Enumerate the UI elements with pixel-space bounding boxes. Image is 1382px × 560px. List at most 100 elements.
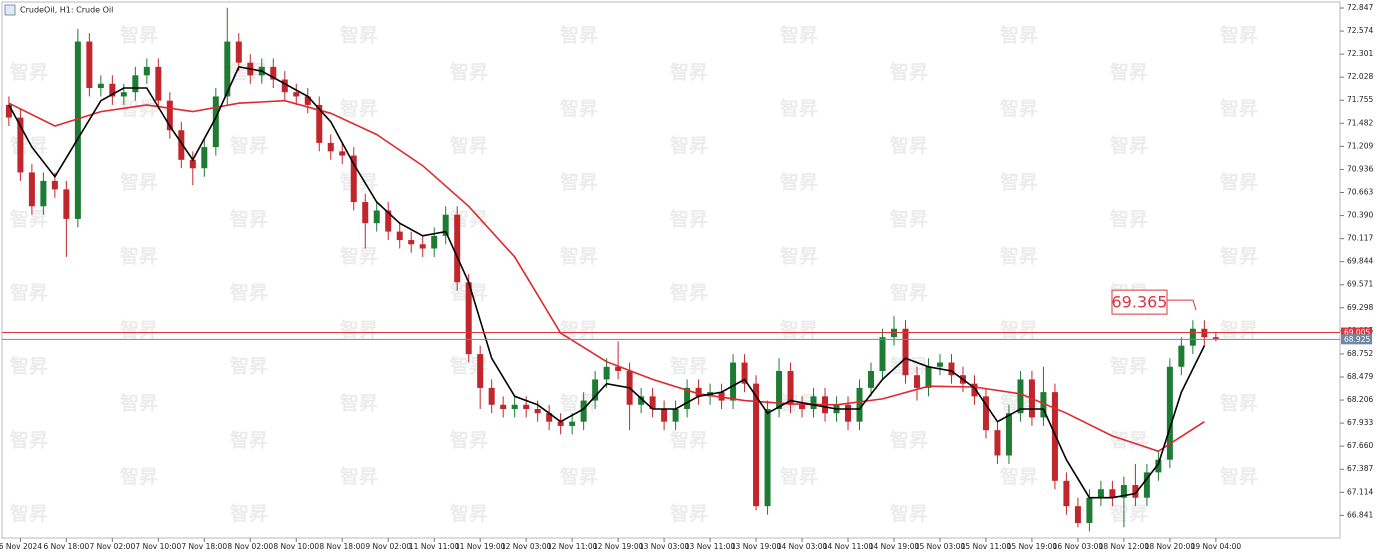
watermark: 智昇 bbox=[340, 392, 378, 415]
watermark: 智昇 bbox=[1000, 171, 1038, 194]
x-tick-label: 14 Nov 03:00 bbox=[777, 542, 828, 551]
watermark: 智昇 bbox=[780, 171, 818, 194]
candle-body bbox=[304, 96, 311, 105]
candle-body bbox=[615, 366, 622, 371]
watermark: 智昇 bbox=[1000, 24, 1038, 47]
x-tick-label: 13 Nov 19:00 bbox=[731, 542, 782, 551]
y-tick-label: 72.847 bbox=[1347, 3, 1373, 12]
x-tick-label: 11 Nov 19:00 bbox=[455, 542, 506, 551]
y-tick-label: 68.479 bbox=[1347, 372, 1373, 381]
watermark: 智昇 bbox=[450, 134, 488, 157]
watermark: 智昇 bbox=[670, 502, 708, 525]
watermark: 智昇 bbox=[450, 428, 488, 451]
candle-body bbox=[1005, 413, 1012, 456]
candle-body bbox=[1143, 472, 1150, 498]
candle-body bbox=[166, 100, 173, 131]
watermark: 智昇 bbox=[10, 502, 48, 525]
watermark: 智昇 bbox=[340, 97, 378, 120]
candle-body bbox=[1097, 489, 1104, 498]
candle-body bbox=[431, 235, 438, 249]
x-tick-label: 9 Nov 02:00 bbox=[365, 542, 411, 551]
candle-body bbox=[63, 189, 70, 219]
watermark: 智昇 bbox=[10, 134, 48, 157]
chart-title: CrudeOil, H1: Crude Oil bbox=[20, 6, 113, 15]
price-tag-label: 68.925 bbox=[1344, 335, 1370, 344]
watermark: 智昇 bbox=[560, 97, 598, 120]
watermark: 智昇 bbox=[230, 208, 268, 231]
candle-body bbox=[51, 180, 58, 190]
watermark: 智昇 bbox=[1220, 465, 1258, 488]
candle-body bbox=[1120, 485, 1127, 498]
candle-body bbox=[327, 142, 334, 152]
candle-body bbox=[776, 370, 783, 410]
candle-body bbox=[201, 147, 208, 169]
annotation-label: 69.365 bbox=[1112, 293, 1168, 312]
candle-body bbox=[879, 337, 886, 371]
x-tick-label: 12 Nov 19:00 bbox=[593, 542, 644, 551]
candle-body bbox=[810, 396, 817, 410]
candle-body bbox=[155, 66, 162, 101]
candle-body bbox=[362, 202, 369, 224]
watermark: 智昇 bbox=[230, 355, 268, 378]
candle-body bbox=[1178, 345, 1185, 367]
watermark: 智昇 bbox=[10, 60, 48, 83]
candle-body bbox=[293, 92, 300, 97]
candle-body bbox=[408, 240, 415, 245]
candle-body bbox=[799, 404, 806, 410]
candle-body bbox=[385, 210, 392, 232]
candle-body bbox=[787, 370, 794, 405]
candle-body bbox=[695, 387, 702, 397]
x-tick-label: 8 Nov 02:00 bbox=[227, 542, 273, 551]
watermark: 智昇 bbox=[10, 281, 48, 304]
candle-body bbox=[592, 379, 599, 401]
candle-body bbox=[982, 396, 989, 431]
watermark: 智昇 bbox=[780, 465, 818, 488]
watermark: 智昇 bbox=[1220, 244, 1258, 267]
candle-body bbox=[684, 387, 691, 410]
candle-body bbox=[511, 404, 518, 410]
candle-body bbox=[913, 375, 920, 388]
candle-body bbox=[1212, 337, 1219, 339]
candle-body bbox=[40, 180, 47, 207]
candle-body bbox=[557, 421, 564, 426]
x-tick-label: 12 Nov 11:00 bbox=[547, 542, 598, 551]
candle-body bbox=[454, 214, 461, 283]
candle-body bbox=[730, 362, 737, 401]
watermark: 智昇 bbox=[120, 392, 158, 415]
candle-body bbox=[316, 104, 323, 143]
x-tick-label: 13 Nov 03:00 bbox=[639, 542, 690, 551]
candle-body bbox=[534, 409, 541, 414]
watermark: 智昇 bbox=[230, 134, 268, 157]
candle-body bbox=[1086, 497, 1093, 524]
x-tick-label: 6 Nov 2024 bbox=[0, 542, 42, 551]
x-tick-label: 12 Nov 03:00 bbox=[501, 542, 552, 551]
candle-body bbox=[97, 83, 104, 88]
candle-body bbox=[523, 404, 530, 410]
y-tick-label: 70.936 bbox=[1347, 164, 1373, 173]
y-tick-label: 68.206 bbox=[1347, 395, 1373, 404]
candle-body bbox=[442, 214, 449, 236]
watermark: 智昇 bbox=[230, 502, 268, 525]
candle-body bbox=[235, 41, 242, 63]
candle-body bbox=[718, 392, 725, 401]
candle-body bbox=[994, 430, 1001, 456]
y-tick-label: 67.387 bbox=[1347, 464, 1373, 473]
watermark: 智昇 bbox=[340, 244, 378, 267]
watermark: 智昇 bbox=[670, 60, 708, 83]
watermark: 智昇 bbox=[1000, 244, 1038, 267]
watermark: 智昇 bbox=[1110, 428, 1148, 451]
y-tick-label: 71.482 bbox=[1347, 118, 1373, 127]
watermark: 智昇 bbox=[1110, 134, 1148, 157]
watermark: 智昇 bbox=[1220, 171, 1258, 194]
candle-body bbox=[500, 404, 507, 410]
watermark: 智昇 bbox=[1220, 392, 1258, 415]
candle-body bbox=[971, 383, 978, 397]
candle-body bbox=[661, 409, 668, 422]
candle-body bbox=[902, 328, 909, 376]
watermark: 智昇 bbox=[1110, 355, 1148, 378]
candle-body bbox=[350, 155, 357, 203]
price-tag-label: 69.005 bbox=[1344, 328, 1370, 337]
watermark: 智昇 bbox=[230, 428, 268, 451]
